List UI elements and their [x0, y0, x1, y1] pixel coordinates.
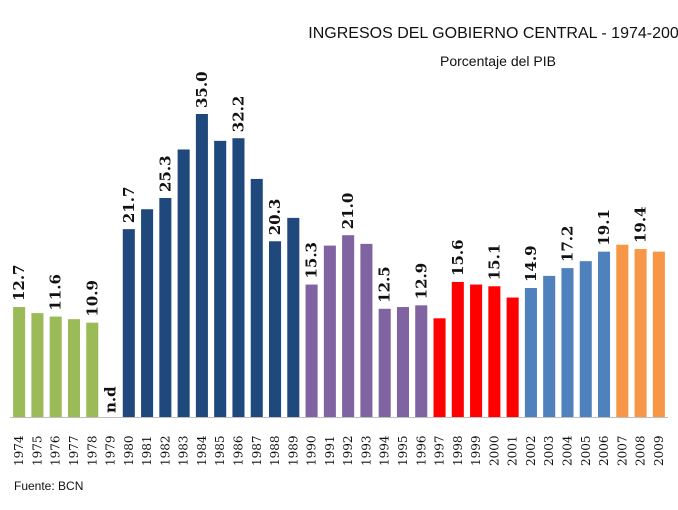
tick-label-1983: 1983 [177, 435, 191, 466]
bar-2005 [579, 261, 592, 417]
bar-1997 [433, 318, 446, 417]
bar-1998 [451, 281, 464, 417]
tick-label-1974: 1974 [12, 435, 26, 466]
bar-2003 [543, 275, 556, 417]
tick-label-1996: 1996 [414, 435, 428, 466]
bar-1996 [415, 305, 428, 417]
bar-1984 [195, 114, 208, 417]
no-data-label-1979: n.d [102, 386, 120, 413]
bar-1977 [67, 319, 80, 417]
tick-label-1998: 1998 [451, 435, 465, 466]
bar-1999 [470, 284, 483, 417]
bar-1991 [323, 245, 336, 417]
value-label-2004: 17.2 [558, 226, 576, 263]
bar-1993 [360, 243, 373, 417]
tick-label-1999: 1999 [469, 435, 483, 466]
value-label-2006: 19.1 [595, 209, 613, 246]
tick-label-1993: 1993 [359, 435, 373, 466]
value-label-2000: 15.1 [485, 244, 503, 281]
tick-label-1982: 1982 [158, 435, 172, 466]
bar-2004 [561, 268, 574, 417]
value-label-1998: 15.6 [449, 239, 467, 276]
value-label-1988: 20.3 [266, 199, 284, 236]
tick-label-2009: 2009 [652, 435, 666, 466]
bar-1986 [232, 138, 245, 418]
bar-1985 [214, 140, 227, 417]
tick-label-1988: 1988 [268, 435, 282, 466]
tick-label-1975: 1975 [30, 435, 44, 466]
tick-label-1977: 1977 [67, 435, 81, 466]
chart-title: INGRESOS DEL GOBIERNO CENTRAL - 1974-200… [308, 25, 678, 42]
value-label-1976: 11.6 [47, 274, 65, 311]
bar-1976 [49, 316, 62, 417]
tick-label-1992: 1992 [341, 435, 355, 466]
tick-label-1978: 1978 [85, 435, 99, 466]
bar-2008 [634, 249, 647, 417]
bar-1994 [378, 308, 391, 417]
tick-label-2006: 2006 [597, 435, 611, 466]
tick-label-2005: 2005 [579, 435, 593, 466]
bar-1974 [13, 307, 26, 417]
bar-1989 [287, 217, 300, 417]
value-label-1984: 35.0 [193, 71, 211, 108]
tick-label-1984: 1984 [195, 435, 209, 466]
value-label-1996: 12.9 [412, 263, 430, 300]
bar-1981 [141, 209, 154, 417]
bar-1992 [342, 235, 355, 417]
tick-label-1991: 1991 [323, 435, 337, 466]
bar-1988 [269, 241, 282, 417]
bar-1980 [122, 229, 135, 417]
bar-1978 [86, 322, 99, 417]
bar-2006 [598, 251, 611, 417]
value-label-1992: 21.0 [339, 193, 357, 230]
tick-label-1989: 1989 [286, 435, 300, 466]
tick-label-2002: 2002 [524, 435, 538, 466]
tick-label-1995: 1995 [396, 435, 410, 466]
value-label-1982: 25.3 [156, 155, 174, 192]
tick-label-1987: 1987 [250, 435, 264, 466]
value-labels-group: 12.7 11.6 10.9 n.d 21.7 25.3 35.0 32.2 20.3 15.3 2… [10, 71, 649, 413]
value-label-1978: 10.9 [83, 280, 101, 317]
value-label-1980: 21.7 [120, 187, 138, 224]
tick-label-2008: 2008 [634, 435, 648, 466]
bar-2009 [652, 251, 665, 417]
tick-label-1979: 1979 [104, 435, 118, 466]
x-tick-labels-group: 1974 1975 1976 1977 1978 1979 1980 1981 1982 1983… [12, 435, 666, 466]
tick-label-2001: 2001 [506, 435, 520, 466]
value-label-1974: 12.7 [10, 265, 28, 302]
bar-2002 [524, 288, 537, 417]
tick-label-2004: 2004 [560, 435, 574, 466]
tick-label-1997: 1997 [433, 435, 447, 466]
value-label-1990: 15.3 [303, 242, 321, 279]
tick-label-2003: 2003 [542, 435, 556, 466]
bar-1982 [159, 197, 172, 417]
tick-label-1980: 1980 [122, 435, 136, 466]
bar-1983 [177, 149, 190, 418]
tick-label-1990: 1990 [305, 435, 319, 466]
value-label-1986: 32.2 [229, 96, 247, 133]
tick-label-1981: 1981 [140, 435, 154, 466]
bar-2001 [506, 297, 519, 417]
value-label-2002: 14.9 [522, 245, 540, 282]
tick-label-1994: 1994 [378, 435, 392, 466]
bar-2000 [488, 286, 501, 417]
tick-label-2000: 2000 [487, 435, 501, 466]
bar-1975 [31, 313, 44, 417]
bar-1990 [305, 284, 318, 417]
source-note: Fuente: BCN [14, 479, 83, 493]
bar-1987 [250, 178, 263, 417]
value-label-2008: 19.4 [632, 207, 650, 244]
chart-subtitle: Porcentaje del PIB [440, 53, 556, 69]
bar-2007 [616, 244, 629, 417]
tick-label-1986: 1986 [231, 435, 245, 466]
tick-label-1976: 1976 [49, 435, 63, 466]
tick-label-2007: 2007 [615, 435, 629, 466]
value-label-1994: 12.5 [376, 266, 394, 303]
bar-1995 [396, 307, 409, 417]
tick-label-1985: 1985 [213, 435, 227, 466]
bars-group [13, 114, 665, 418]
